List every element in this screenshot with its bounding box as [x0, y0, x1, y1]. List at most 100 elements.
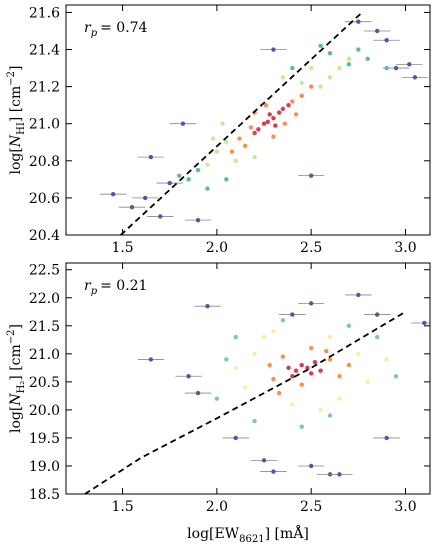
point: [242, 143, 248, 149]
point: [290, 402, 295, 407]
point: [318, 43, 323, 49]
point: [148, 154, 154, 160]
y-tick-label: 22.0: [29, 291, 60, 307]
ylabel-sup: −2: [6, 71, 17, 86]
ylabel-symbol: N: [8, 393, 24, 407]
point: [346, 362, 352, 368]
point: [186, 177, 191, 182]
point: [308, 371, 314, 376]
point: [271, 376, 276, 382]
point: [308, 173, 314, 178]
point: [346, 323, 352, 328]
fit-line: [120, 11, 363, 235]
annotation: rp = 0.21: [84, 278, 147, 297]
point: [308, 84, 314, 89]
point: [290, 374, 295, 379]
y-tick-label: 21.2: [29, 80, 60, 96]
point: [271, 329, 276, 334]
xlabel-prefix: log[EW: [187, 526, 240, 542]
point: [308, 301, 314, 306]
point: [318, 84, 323, 89]
y-tick-label: 21.5: [29, 319, 60, 335]
annotation-sub: p: [91, 28, 98, 39]
xlabel-suffix: ] [mÅ]: [265, 524, 309, 542]
y-axis-label: log[NH₂] [cm−2]: [6, 324, 27, 433]
point: [308, 65, 314, 71]
axes-frame: [65, 4, 431, 236]
point: [167, 180, 172, 186]
point: [293, 368, 299, 373]
ylabel-sub: HI: [16, 122, 27, 135]
point: [312, 360, 318, 365]
point: [224, 140, 229, 145]
point: [233, 334, 238, 340]
x-tick-label: 2.5: [300, 240, 322, 256]
x-tick-label: 2.0: [206, 240, 228, 256]
y-tick-label: 22.5: [29, 263, 60, 279]
y-axis-label: log[NHI] [cm−2]: [6, 66, 27, 175]
point: [293, 112, 299, 117]
point: [374, 312, 380, 317]
y-tick-label: 21.0: [29, 347, 60, 363]
y-tick-label: 20.0: [29, 403, 60, 419]
point: [276, 390, 282, 396]
point: [337, 65, 342, 71]
plot-area: [84, 292, 430, 494]
point: [265, 119, 271, 125]
point: [305, 365, 310, 371]
point: [346, 62, 352, 67]
point: [271, 47, 276, 52]
point: [356, 47, 361, 52]
ylabel-suffix: ] [cm: [8, 86, 24, 123]
point: [158, 214, 163, 219]
point: [276, 110, 282, 115]
point: [214, 149, 220, 154]
ylabel-sup: −2: [6, 329, 17, 344]
x-tick-label: 2.0: [206, 499, 228, 515]
point: [337, 472, 342, 477]
point: [186, 374, 191, 379]
point: [248, 125, 254, 130]
point: [224, 357, 229, 362]
point: [242, 385, 248, 390]
ylabel-suffix: ] [cm: [8, 344, 24, 381]
point: [422, 320, 427, 326]
annotation: rp = 0.74: [84, 20, 148, 39]
ylabel-prefix: log[: [8, 147, 24, 174]
point: [280, 317, 286, 323]
point: [280, 106, 286, 112]
y-tick-label: 20.5: [29, 375, 60, 391]
point: [286, 365, 291, 371]
point: [290, 99, 295, 104]
point: [299, 80, 304, 86]
y-tick-label: 21.0: [29, 117, 60, 133]
point: [290, 312, 295, 317]
x-tick-label: 3.0: [394, 499, 416, 515]
point: [233, 365, 238, 371]
point: [261, 334, 267, 340]
point: [110, 191, 116, 197]
annotation-sub: p: [91, 286, 98, 297]
point: [195, 217, 201, 223]
x-tick-label: 1.5: [111, 240, 133, 256]
y-tick-label: 21.4: [29, 43, 60, 59]
point: [205, 303, 210, 309]
point: [374, 334, 380, 340]
point: [261, 121, 267, 126]
y-tick-label: 21.6: [29, 5, 60, 21]
point: [384, 38, 389, 43]
point: [205, 162, 210, 167]
point: [412, 75, 418, 80]
point: [256, 127, 261, 132]
x-axis-label: log[EW8621] [mÅ]: [187, 524, 309, 545]
point: [263, 102, 269, 108]
point: [374, 28, 380, 34]
point: [327, 413, 333, 418]
ylabel-prefix: log[: [8, 406, 24, 433]
point: [299, 382, 304, 387]
point: [318, 407, 323, 413]
point: [267, 112, 272, 117]
y-tick-label: 20.8: [29, 154, 60, 170]
y-tick-label: 19.5: [29, 431, 60, 447]
point: [290, 65, 295, 71]
